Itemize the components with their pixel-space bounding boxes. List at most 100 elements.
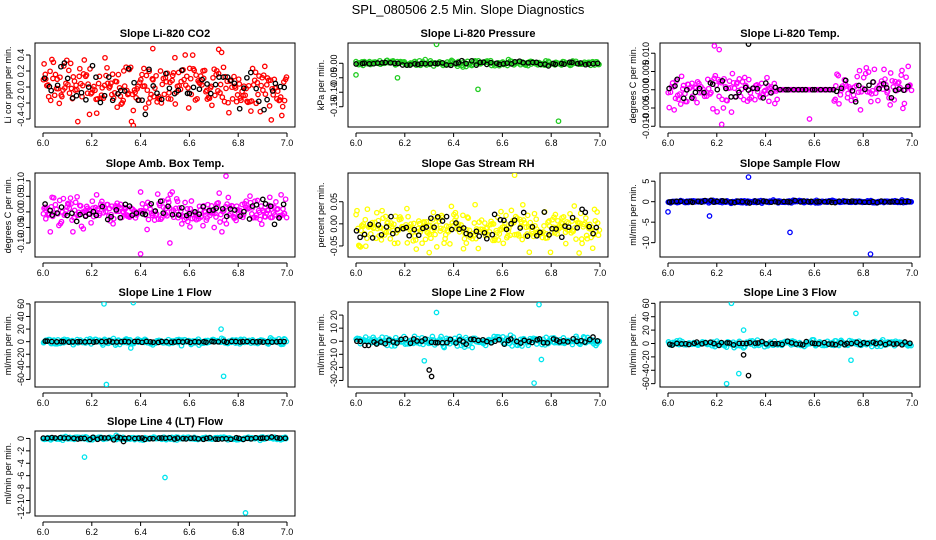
data-point [569, 59, 575, 66]
data-point [280, 206, 286, 212]
chart-panel-co2: Slope Li-820 CO2 6.0 6.2 6.4 6.6 6.8 7.0 -0.4-0… [3, 28, 296, 148]
data-point [218, 326, 224, 332]
y-tick-label: -6 [16, 472, 26, 480]
y-tick-label: 0 [641, 199, 651, 204]
data-point [253, 339, 260, 345]
data-point [762, 80, 769, 86]
data-point [669, 342, 676, 348]
y-axis-label: ml/min per min. [3, 314, 13, 376]
data-point [144, 226, 150, 233]
data-point [764, 74, 770, 81]
data-point [130, 122, 137, 127]
data-point [492, 236, 499, 242]
y-axis-label: ml/min per min. [628, 314, 638, 376]
y-axis: -10 -5 0 5 [641, 179, 656, 249]
data-point [746, 339, 753, 346]
x-tick-label: 6.0 [662, 398, 675, 408]
data-point [472, 201, 478, 208]
data-point [148, 200, 155, 207]
data-point [86, 211, 93, 218]
data-point [75, 436, 81, 442]
panel-title: Slope Li-820 CO2 [120, 28, 210, 40]
data-point [97, 99, 104, 106]
data-point [578, 236, 585, 242]
data-point [441, 240, 447, 247]
y-tick-label: 20 [329, 310, 339, 320]
data-point [127, 345, 134, 351]
data-point [77, 211, 83, 218]
data-point [90, 434, 96, 441]
data-points [40, 173, 290, 257]
data-point [271, 221, 278, 228]
data-point [434, 214, 441, 220]
data-point [893, 340, 900, 347]
data-point [787, 199, 793, 205]
data-point [42, 215, 49, 222]
data-point [405, 213, 411, 220]
data-point [536, 336, 543, 342]
data-point [72, 199, 79, 206]
data-points [40, 432, 289, 516]
data-point [56, 100, 63, 107]
data-point [895, 79, 902, 85]
series-all [353, 302, 603, 386]
data-point [503, 226, 510, 233]
data-point [267, 203, 274, 210]
data-point [83, 72, 90, 78]
data-point [483, 235, 490, 242]
data-point [665, 209, 671, 215]
data-point [550, 336, 557, 342]
data-point [282, 196, 289, 203]
x-tick-label: 7.0 [281, 527, 294, 537]
data-point [779, 341, 786, 348]
x-tick-label: 6.6 [183, 398, 196, 408]
data-point [218, 49, 225, 56]
data-point [263, 435, 270, 441]
data-point [360, 223, 366, 230]
data-point [448, 62, 454, 69]
data-point [593, 224, 600, 231]
data-point [594, 60, 601, 67]
data-point [66, 90, 73, 97]
x-tick-label: 6.2 [86, 138, 99, 148]
data-point [582, 209, 589, 216]
data-point [708, 89, 714, 96]
data-point [775, 199, 782, 206]
data-point [76, 65, 83, 72]
x-tick-label: 6.2 [399, 138, 412, 148]
data-point [361, 60, 368, 66]
data-point [724, 340, 730, 346]
data-point [395, 60, 401, 67]
chart-panel-line2: Slope Line 2 Flow 6.0 6.2 6.4 6.6 6.8 7.0 -30-2… [316, 287, 609, 408]
data-point [520, 59, 527, 66]
data-point [694, 99, 700, 106]
y-axis-label: degrees C per min. [3, 177, 13, 254]
data-point [103, 338, 110, 345]
data-point [882, 76, 888, 82]
chart-panel-boxtemp: Slope Amb. Box Temp. 6.0 6.2 6.4 6.6 6.8 7.0 -0… [3, 158, 296, 278]
x-tick-label: 6.8 [232, 527, 245, 537]
data-point [357, 244, 364, 250]
data-point [207, 90, 214, 97]
data-point [880, 80, 887, 87]
data-point [808, 198, 815, 205]
data-point [354, 207, 360, 214]
data-point [546, 232, 552, 238]
x-tick-label: 6.4 [134, 138, 147, 148]
data-point [272, 80, 279, 87]
data-point [266, 103, 273, 109]
data-point [412, 237, 419, 243]
data-point [65, 67, 72, 74]
y-tick-label: 0.2 [16, 65, 26, 78]
data-point [101, 302, 107, 307]
data-point [902, 198, 908, 205]
data-point [383, 224, 390, 230]
data-point [423, 224, 430, 230]
data-point [828, 199, 835, 206]
data-point [77, 203, 84, 209]
data-point [215, 46, 222, 53]
data-point [799, 86, 806, 93]
data-point [278, 112, 285, 119]
data-point [212, 81, 219, 88]
data-point [120, 438, 127, 445]
